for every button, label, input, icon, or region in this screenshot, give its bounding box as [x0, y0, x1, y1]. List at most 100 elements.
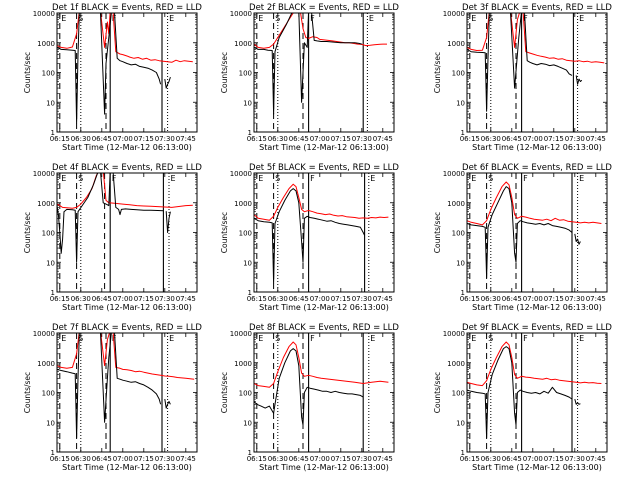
panel-7-xtick-label: 07:15 [134, 455, 154, 463]
panel-3-xtick-label: 06:15 [460, 135, 480, 143]
panel-7-title: Det 7f BLACK = Events, RED = LLD [52, 323, 202, 333]
panel-1-series-lld-0 [57, 13, 193, 63]
panel-7-series-lld-0 [57, 333, 195, 380]
panel-6-ytick-label: 1000 [447, 200, 465, 208]
panel-1-title: Det 1f BLACK = Events, RED = LLD [52, 3, 202, 13]
panel-2-ytick-label: 10 [243, 99, 252, 107]
panel-7-ytick-label: 10000 [33, 330, 55, 338]
panel-1-xlabel: Start Time (12-Mar-12 06:13:00) [62, 143, 192, 152]
panel-9: Det 9f BLACK = Events, RED = LLD 1 10 100 10… [433, 323, 612, 472]
panel-6-title: Det 6f BLACK = Events, RED = LLD [462, 163, 612, 173]
panel-6-marker-label: E [471, 174, 476, 183]
panel-4-marker-label: F [112, 174, 117, 183]
panel-8-xtick-label: 06:30 [268, 455, 288, 463]
panel-3-xtick-label: 07:45 [586, 135, 606, 143]
panel-2-xtick-label: 07:30 [352, 135, 372, 143]
panel-6-xtick-label: 06:30 [481, 295, 501, 303]
panel-5-xtick-label: 07:30 [352, 295, 372, 303]
panel-8-marker-label: E [370, 334, 375, 343]
panel-9-marker-label: E [579, 334, 584, 343]
panel-5-frame [253, 172, 395, 293]
panel-5: Det 5f BLACK = Events, RED = LLD 1 10 100 10… [220, 163, 399, 312]
panel-4-xtick-label: 07:15 [134, 295, 154, 303]
panel-4-frame [56, 172, 198, 293]
panel-6-frame [466, 172, 608, 293]
panel-7-marker-label: E [169, 334, 174, 343]
panel-4-xlabel: Start Time (12-Mar-12 06:13:00) [62, 303, 192, 312]
panel-9-xtick-label: 06:15 [460, 455, 480, 463]
panel-8-ylabel: Counts/sec [220, 372, 229, 413]
panel-1: Det 1f BLACK = Events, RED = LLD 1 10 100 10… [23, 3, 202, 152]
panel-9-ytick-label: 10000 [443, 330, 465, 338]
panel-2: Det 2f BLACK = Events, RED = LLD 1 10 100 10… [220, 3, 399, 152]
panel-4-series-events-2 [165, 211, 171, 233]
panel-8-series-events-1 [254, 348, 364, 426]
panel-4-ylabel: Counts/sec [23, 212, 32, 253]
panel-8-ytick-label: 1 [248, 449, 252, 457]
panel-6-xtick-label: 06:45 [502, 295, 522, 303]
panel-2-xtick-label: 07:00 [310, 135, 330, 143]
panel-1-ytick-label: 1000 [37, 40, 55, 48]
panel-3-xlabel: Start Time (12-Mar-12 06:13:00) [472, 143, 602, 152]
panel-9-marker-label: E [471, 334, 476, 343]
panel-8-ytick-label: 100 [239, 390, 252, 398]
panel-6-ytick-label: 10 [456, 259, 465, 267]
panel-9-xtick-label: 07:00 [523, 455, 543, 463]
panel-5-xtick-label: 07:15 [331, 295, 351, 303]
panel-3-frame [466, 12, 608, 133]
panel-7-xtick-label: 07:00 [113, 455, 133, 463]
panel-5-marker-label: F [310, 174, 315, 183]
panel-8-xtick-label: 07:30 [352, 455, 372, 463]
panel-4-series-lld-0 [57, 173, 193, 209]
panel-4: Det 4f BLACK = Events, RED = LLD 1 10 100 10… [23, 163, 202, 312]
panel-6-ytick-label: 10000 [443, 170, 465, 178]
panel-2-marker-label: E [258, 14, 263, 23]
panel-7-ytick-label: 1 [51, 449, 55, 457]
panel-6-series-events-1 [467, 186, 573, 279]
panel-6-marker-label: F [523, 174, 528, 183]
panel-7-xtick-label: 06:15 [50, 455, 70, 463]
panel-2-series-lld-0 [254, 13, 387, 49]
panel-2-frame [253, 12, 395, 133]
panel-8-marker-label: E [258, 334, 263, 343]
panel-6-series-events-2 [574, 233, 581, 245]
panel-6-marker-label: S [488, 174, 493, 183]
panel-9-ylabel: Counts/sec [433, 372, 442, 413]
panel-3-marker-label: E [579, 14, 584, 23]
panel-1-xtick-label: 06:45 [92, 135, 112, 143]
panel-6-marker-label: E [579, 174, 584, 183]
panel-3-ytick-label: 1 [461, 129, 465, 137]
panel-8-title: Det 8f BLACK = Events, RED = LLD [249, 323, 399, 333]
panel-1-marker-label: S [78, 14, 83, 23]
panel-7-marker-label: E [61, 334, 66, 343]
panel-4-title: Det 4f BLACK = Events, RED = LLD [52, 163, 202, 173]
panel-7-xtick-label: 06:30 [71, 455, 91, 463]
panel-3-ytick-label: 1000 [447, 40, 465, 48]
panel-4-xtick-label: 06:30 [71, 295, 91, 303]
panel-1-xtick-label: 07:45 [176, 135, 196, 143]
panel-7-xtick-label: 07:30 [155, 455, 175, 463]
panel-7-marker-label: F [112, 334, 117, 343]
panel-1-xtick-label: 06:15 [50, 135, 70, 143]
panel-3: Det 3f BLACK = Events, RED = LLD 1 10 100 10… [433, 3, 612, 152]
panel-9-marker-label: S [488, 334, 493, 343]
panel-1-xtick-label: 06:30 [71, 135, 91, 143]
panel-5-series-lld-0 [254, 183, 389, 221]
panel-5-ytick-label: 100 [239, 230, 252, 238]
panel-5-xtick-label: 07:00 [310, 295, 330, 303]
panel-1-ytick-label: 1 [51, 129, 55, 137]
panel-4-xtick-label: 06:15 [50, 295, 70, 303]
panel-9-xtick-label: 06:45 [502, 455, 522, 463]
panel-6: Det 6f BLACK = Events, RED = LLD 1 10 100 10… [433, 163, 612, 312]
panel-2-xtick-label: 06:15 [247, 135, 267, 143]
panel-1-ylabel: Counts/sec [23, 52, 32, 93]
panel-3-xtick-label: 07:00 [523, 135, 543, 143]
panel-1-xtick-label: 07:00 [113, 135, 133, 143]
panel-4-marker-label: E [171, 174, 176, 183]
